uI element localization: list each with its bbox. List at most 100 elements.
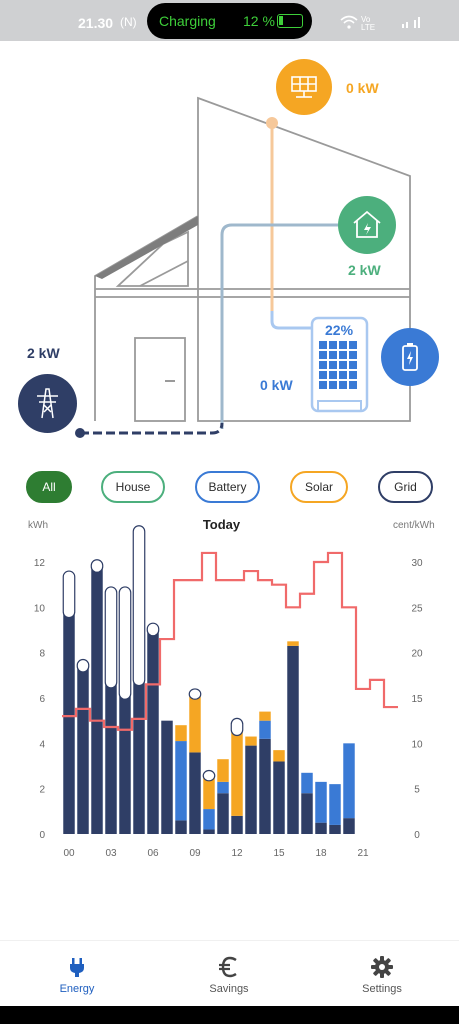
lte-label: Vo LTE: [361, 15, 376, 32]
price-line: [62, 551, 398, 731]
x-tick-label: 09: [189, 848, 201, 859]
bar-export: [118, 586, 132, 700]
chart-title: Today: [202, 517, 241, 532]
bar-export: [62, 570, 76, 619]
nav-savings-label: Savings: [209, 983, 249, 995]
wifi-icon: [340, 15, 358, 29]
bar-grid: [203, 829, 215, 834]
bar-solar: [259, 711, 271, 721]
solar-panel-icon[interactable]: [276, 59, 332, 115]
x-tick-label: 12: [231, 848, 243, 859]
y-right-tick-label: 25: [411, 603, 423, 614]
bar-grid: [175, 820, 187, 834]
bar-export: [230, 717, 244, 737]
battery-charge-percent: 22%: [325, 322, 354, 338]
y-right-tick-label: 5: [414, 785, 420, 796]
system-gesture-bar: [0, 1006, 459, 1024]
bar-battery: [315, 781, 327, 823]
nav-settings[interactable]: Settings: [332, 941, 432, 1007]
y-right-tick-label: 20: [411, 649, 423, 660]
bar-solar: [287, 641, 299, 646]
bar-grid: [147, 630, 159, 834]
dynamic-island: Charging 12 %: [147, 3, 312, 39]
house-illustration: [75, 96, 411, 438]
house-power-value: 2 kW: [348, 262, 381, 278]
y-left-tick-label: 10: [34, 603, 46, 614]
y-left-tick-label: 0: [39, 830, 45, 841]
bar-export: [76, 658, 90, 673]
bar-export: [132, 525, 146, 687]
bar-grid: [301, 793, 313, 834]
bar-export: [90, 559, 104, 573]
bar-grid: [273, 761, 285, 834]
status-battery-icon: [277, 14, 303, 28]
bar-grid: [259, 738, 271, 834]
filter-solar-chip[interactable]: Solar: [290, 471, 348, 503]
bar-grid: [189, 752, 201, 834]
house-plug-icon[interactable]: [338, 196, 396, 254]
bottom-navigation: Energy Savings Settings: [0, 940, 459, 1006]
x-tick-label: 18: [315, 848, 327, 859]
y-right-unit: cent/kWh: [393, 520, 435, 531]
filter-battery-chip[interactable]: Battery: [195, 471, 260, 503]
nfc-icon: (N): [120, 15, 137, 29]
filter-house-chip[interactable]: House: [101, 471, 165, 503]
bar-solar: [245, 736, 257, 746]
y-right-tick-label: 10: [411, 739, 423, 750]
bar-grid: [119, 693, 131, 834]
x-tick-label: 03: [105, 848, 117, 859]
nav-settings-label: Settings: [362, 983, 402, 995]
energy-chart[interactable]: kWh Today cent/kWh 0 2 4 6 8 10 12 0 5 10 15 20 25 30…: [0, 512, 459, 864]
signal-icon: [402, 17, 420, 28]
euro-icon: [219, 956, 237, 978]
filter-grid-chip[interactable]: Grid: [378, 471, 433, 503]
bar-grid: [245, 745, 257, 834]
bar-grid: [231, 815, 243, 834]
bar-solar: [189, 693, 201, 753]
status-time: 21.30: [78, 15, 114, 31]
bar-solar: [273, 750, 285, 762]
bar-grid: [91, 566, 103, 834]
bar-grid: [217, 793, 229, 834]
bar-export: [188, 688, 202, 700]
filter-all-chip[interactable]: All: [26, 471, 72, 503]
plug-icon: [70, 958, 84, 977]
x-tick-label: 00: [63, 848, 75, 859]
bar-battery: [301, 772, 313, 794]
bar-solar: [203, 775, 215, 810]
y-left-tick-label: 8: [39, 649, 45, 660]
energy-flow-diagram: 0 kW 2 kW 22% 0 kW 2 kW: [0, 41, 459, 461]
bar-export: [146, 622, 160, 637]
y-left-tick-label: 4: [39, 739, 45, 750]
bar-battery: [259, 720, 271, 739]
y-right-tick-label: 0: [414, 830, 420, 841]
bar-grid: [329, 824, 341, 834]
power-pylon-icon[interactable]: [18, 374, 77, 433]
bar-export: [202, 769, 216, 782]
nav-savings[interactable]: Savings: [179, 941, 279, 1007]
y-right-tick-label: 15: [411, 694, 423, 705]
status-bar: 21.30 (N) Charging 12 % Vo LTE: [0, 0, 459, 41]
bar-grid: [161, 720, 173, 834]
y-left-tick-label: 12: [34, 558, 46, 569]
bar-export: [104, 586, 118, 689]
bar-grid: [343, 818, 355, 834]
bar-solar: [231, 729, 243, 816]
bar-grid: [133, 679, 145, 834]
y-left-unit: kWh: [28, 520, 48, 531]
bar-grid: [77, 666, 89, 834]
y-left-tick-label: 6: [39, 694, 45, 705]
solar-power-value: 0 kW: [346, 80, 379, 96]
bar-solar: [175, 725, 187, 742]
y-left-tick-label: 2: [39, 785, 45, 796]
bar-solar: [217, 759, 229, 782]
energy-filter-chips: All House Battery Solar Grid: [0, 471, 459, 503]
x-tick-label: 06: [147, 848, 159, 859]
nav-energy[interactable]: Energy: [27, 941, 127, 1007]
gear-icon: [371, 956, 393, 978]
bar-grid: [63, 611, 75, 834]
bar-grid: [315, 822, 327, 834]
x-tick-label: 21: [357, 848, 369, 859]
battery-charging-icon[interactable]: [381, 328, 439, 386]
charging-label: Charging: [159, 13, 216, 29]
